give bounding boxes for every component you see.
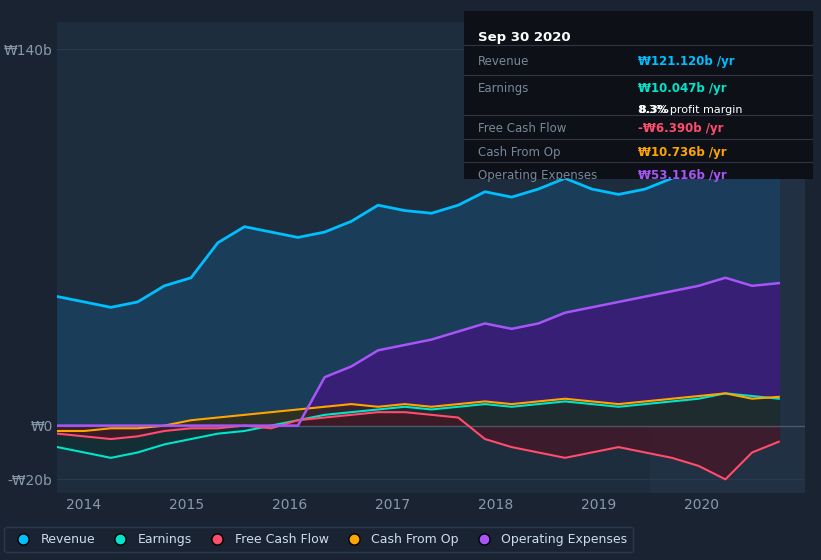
- Text: Sep 30 2020: Sep 30 2020: [478, 31, 571, 44]
- Text: 8.3% profit margin: 8.3% profit margin: [639, 105, 743, 115]
- Text: ₩53.116b /yr: ₩53.116b /yr: [639, 169, 727, 182]
- Text: ₩121.120b /yr: ₩121.120b /yr: [639, 55, 735, 68]
- Text: Free Cash Flow: Free Cash Flow: [478, 122, 566, 135]
- Text: -₩6.390b /yr: -₩6.390b /yr: [639, 122, 724, 135]
- Legend: Revenue, Earnings, Free Cash Flow, Cash From Op, Operating Expenses: Revenue, Earnings, Free Cash Flow, Cash …: [4, 527, 634, 552]
- Text: Earnings: Earnings: [478, 82, 530, 95]
- Text: ₩10.047b /yr: ₩10.047b /yr: [639, 82, 727, 95]
- Text: 8.3%: 8.3%: [639, 105, 669, 115]
- Text: Revenue: Revenue: [478, 55, 530, 68]
- Text: ₩10.736b /yr: ₩10.736b /yr: [639, 146, 727, 158]
- Text: Cash From Op: Cash From Op: [478, 146, 560, 158]
- Bar: [650, 22, 805, 493]
- Text: Operating Expenses: Operating Expenses: [478, 169, 597, 182]
